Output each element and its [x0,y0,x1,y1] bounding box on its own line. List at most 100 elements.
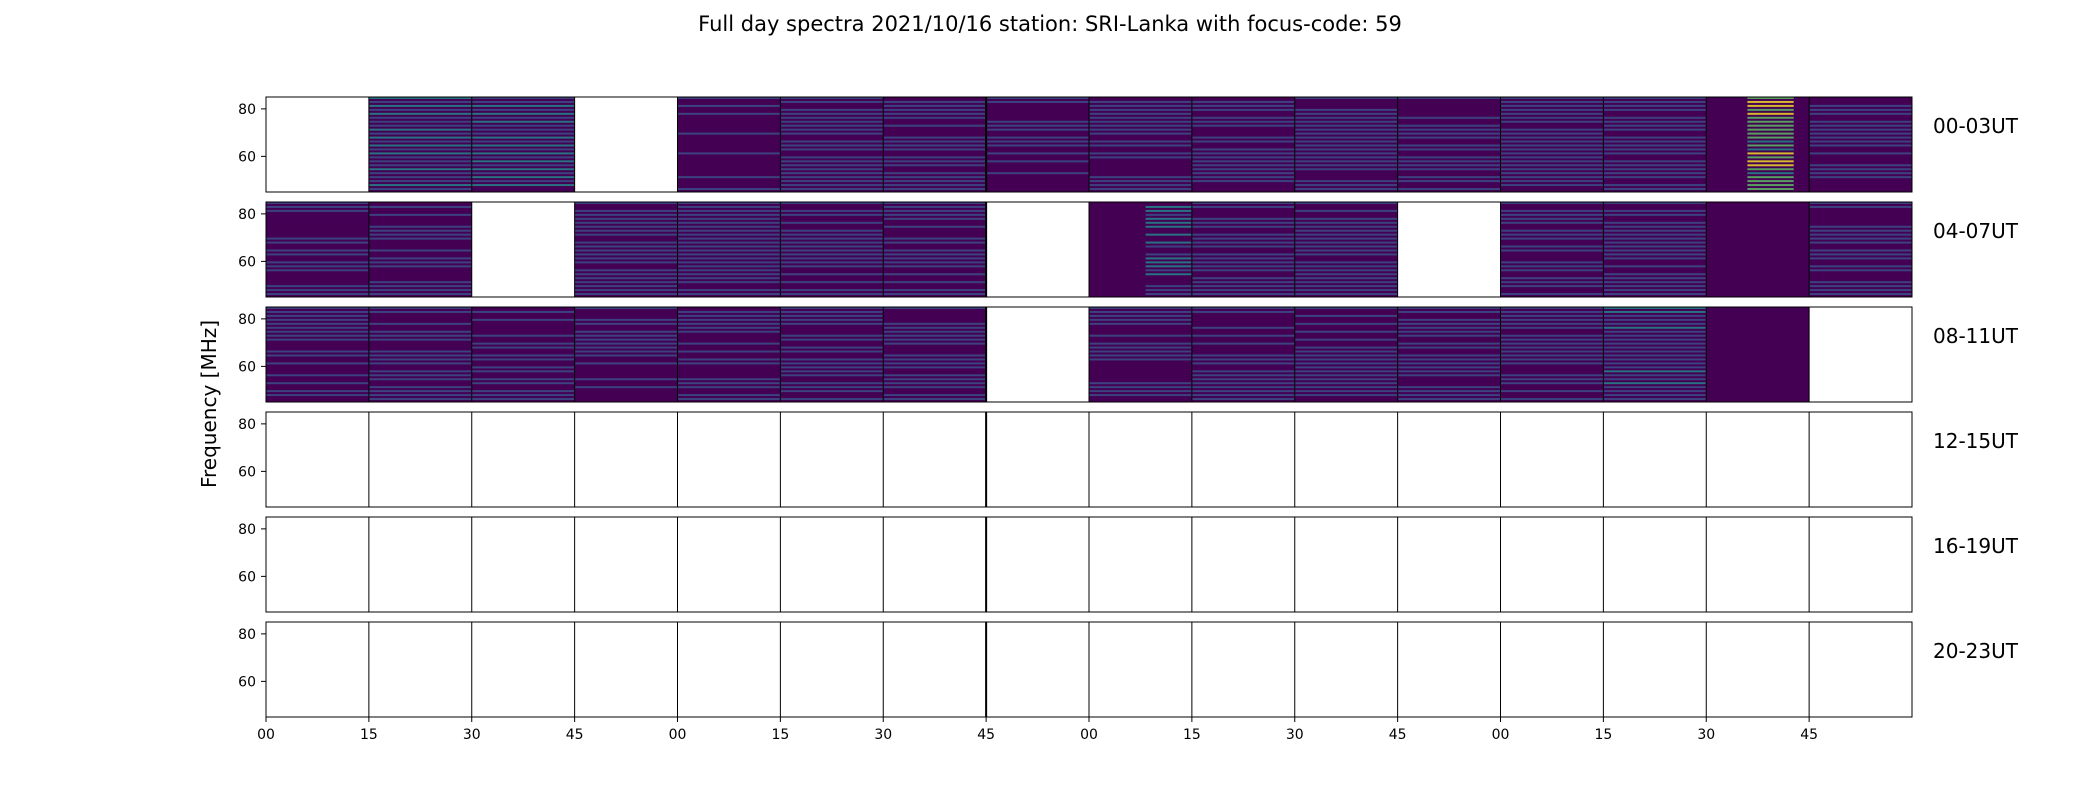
spectrum-band [368,281,472,284]
spectrum-band [780,124,884,127]
spectrum-band [1603,124,1707,127]
spectrum-band [1809,281,1912,284]
spectrum-band [1294,269,1398,272]
spectrum-band [1294,386,1398,389]
spectrum-band [1191,233,1295,236]
spectrum-band [1397,358,1501,361]
spectrum-band [1603,350,1707,353]
spectrum-band [266,322,369,325]
spectrum-band [1500,132,1604,135]
spectrum-band [471,104,575,107]
spectrum-band [1294,112,1398,115]
spectrum-band [368,366,472,369]
spectrum-band [1500,120,1604,123]
spectrum-band [471,140,575,143]
spectrum-band [1294,152,1398,155]
spectrum-band [1294,229,1398,232]
spectrum-band [1809,172,1912,175]
spectrum-band [1603,209,1707,212]
spectrum-band [1500,217,1604,220]
spectrum-band [1294,136,1398,139]
x-tick-label: 15 [771,727,789,743]
row-label: 12-15UT [1933,429,2019,453]
spectrum-band [1500,209,1604,212]
spectrum-band [368,184,472,187]
spectrum-band [780,398,884,401]
spectrum-band [677,310,781,313]
spectrum-band [883,398,987,401]
spectrum-band [1500,358,1604,361]
spectrum-band [1603,128,1707,131]
spectrum-band [883,136,987,139]
spectrum-band [1191,358,1295,361]
spectrum-band [1191,221,1295,224]
spectrum-band [780,172,884,175]
spectrum-band [574,285,678,288]
spectrum-band [780,108,884,111]
spectrum-band [266,362,369,365]
spectrum-band [1747,156,1794,159]
spectrum-band [471,366,575,369]
spectrum-band [1191,144,1295,147]
spectrum-band [1603,156,1707,159]
spectrum-band [1500,322,1604,325]
spectrum-band [266,354,369,357]
spectrum-band [266,237,369,240]
row-label: 00-03UT [1933,114,2019,138]
spectrum-band [1089,112,1192,115]
spectrum-band [1294,370,1398,373]
spectrum-band [780,253,884,256]
spectrum-band [1500,233,1604,236]
y-tick-label: 80 [238,627,256,643]
spectrum-band [471,164,575,167]
spectrum-band [1294,390,1398,393]
spectrum-band [780,346,884,349]
spectrum-band [1809,289,1912,292]
spectrum-band [368,172,472,175]
spectrum-band [986,152,1089,155]
spectrum-band [780,318,884,321]
spectrum-band [1294,374,1398,377]
spectrum-band [1809,202,1912,204]
spectrum-band [266,330,369,333]
spectrum-band [1191,160,1295,163]
spectrum-band [883,261,987,264]
spectrum-band [1603,202,1707,204]
spectrum-band [1603,330,1707,333]
spectrum-band [266,289,369,292]
spectrum-band [1500,378,1604,381]
spectrum-band [471,120,575,123]
spectrum-band [677,273,781,276]
spectrum-band [1294,221,1398,224]
spectrum-band [1500,362,1604,365]
spectrum-band [1294,358,1398,361]
spectrum-band [883,307,987,309]
spectrum-band [780,156,884,159]
spectrum-band [1294,322,1398,325]
spectrum-band [883,253,987,256]
spectrum-band [1294,285,1398,288]
spectrum-band [1603,180,1707,183]
spectrum-band [1500,307,1604,309]
spectrum-band [1397,342,1501,345]
spectrum-band [368,229,472,232]
spectrum-band [1747,152,1794,155]
spectrum-band [1397,326,1501,329]
spectrum-band [1191,354,1295,357]
spectrum-band [883,358,987,361]
spectrum-band [266,249,369,252]
spectrum-band [1603,225,1707,228]
spectrum-band [1603,334,1707,337]
spectrum-band [1603,318,1707,321]
spectrum-band [1191,261,1295,264]
spectrum-band [1191,342,1295,345]
spectrum-band [986,124,1089,127]
spectrum-band [368,362,472,365]
spectrum-band [1809,225,1912,228]
spectrum-band [1294,307,1398,309]
spectrum-band [471,382,575,385]
spectrum-band [1747,160,1794,163]
spectrum-band [1809,229,1912,232]
spectrum-band [677,202,781,204]
spectrum-band [1500,237,1604,240]
